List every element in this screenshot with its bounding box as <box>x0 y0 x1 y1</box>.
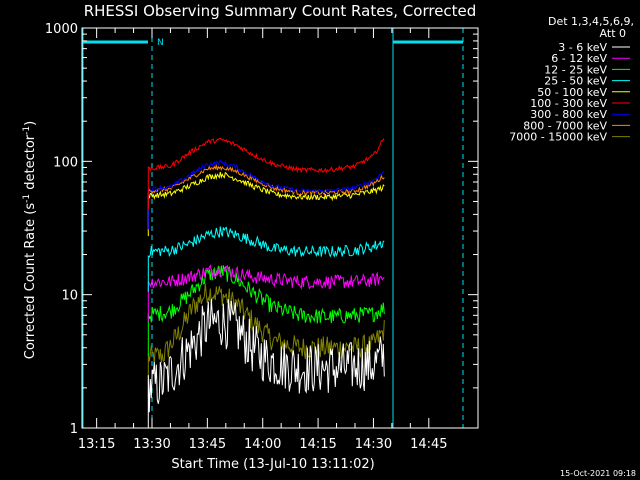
y-tick-label: 1 <box>70 422 78 437</box>
legend-header-att: Att 0 <box>600 27 626 40</box>
x-tick-label: 14:15 <box>299 437 336 452</box>
legend-entry-label: 800 - 7000 keV <box>523 119 607 132</box>
legend-entry-label: 3 - 6 keV <box>558 41 607 54</box>
legend-entry-label: 7000 - 15000 keV <box>509 131 607 144</box>
plot-frame <box>81 27 479 429</box>
series-line-6 <box>147 137 385 209</box>
series-line-2 <box>147 263 385 322</box>
series-line-3 <box>147 265 385 356</box>
x-tick-label: 14:30 <box>355 437 392 452</box>
y-axis-label: Corrected Count Rate (s-1 detector-1) <box>22 121 38 359</box>
series-line-1 <box>147 298 385 428</box>
axes: 1 10 100 1000 13:15 13:30 13:45 14:00 14:15 14:30… <box>45 22 479 452</box>
series-line-7 <box>147 159 385 230</box>
legend-header: Det 1,3,4,5,6,9, <box>548 15 634 28</box>
y-tick-label: 1000 <box>45 22 78 37</box>
legend-entry-label: 100 - 300 keV <box>530 97 607 110</box>
x-tick-label: 13:45 <box>189 437 226 452</box>
x-tick-label: 13:30 <box>133 437 170 452</box>
footer-timestamp: 15-Oct-2021 09:18 <box>560 469 636 478</box>
series-line-8 <box>147 163 385 232</box>
legend-entry-label: 12 - 25 keV <box>544 63 607 76</box>
chart-title: RHESSI Observing Summary Count Rates, Co… <box>84 2 477 20</box>
y-tick-label: 100 <box>53 155 78 170</box>
series-line-4 <box>147 226 385 292</box>
flag-label: N <box>157 38 164 48</box>
series-line-9 <box>147 283 385 398</box>
x-tick-label: 13:15 <box>78 437 115 452</box>
legend-entry-label: 300 - 800 keV <box>530 108 607 121</box>
x-tick-label: 14:00 <box>244 437 281 452</box>
legend-entry-label: 50 - 100 keV <box>537 86 607 99</box>
x-axis-label: Start Time (13-Jul-10 13:11:02) <box>171 457 374 472</box>
legend-entry-label: 25 - 50 keV <box>544 75 607 88</box>
y-tick-label: 10 <box>61 289 78 304</box>
plot-area: N <box>82 28 464 428</box>
legend-entry-label: 6 - 12 keV <box>551 52 607 65</box>
x-tick-label: 14:45 <box>410 437 447 452</box>
